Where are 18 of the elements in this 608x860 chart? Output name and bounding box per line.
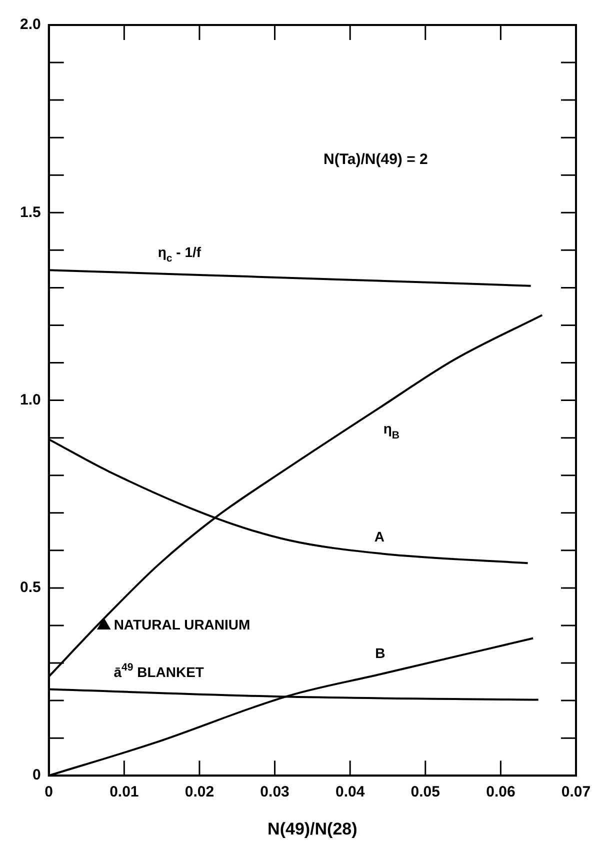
x-tick-label: 0.04 — [335, 784, 366, 801]
y-tick-label: 0 — [32, 766, 41, 784]
x-tick-label: 0 — [44, 784, 54, 801]
y-tick-label: 2.0 — [20, 16, 41, 34]
x-tick-label: 0.06 — [486, 784, 516, 801]
series-label: B — [375, 645, 386, 662]
x-tick-label: 0.07 — [561, 784, 591, 801]
x-tick-label: 0.03 — [260, 784, 290, 801]
x-tick-label: 0.02 — [184, 784, 214, 801]
y-tick-label: 0.5 — [20, 579, 41, 596]
x-tick-label: 0.01 — [110, 784, 139, 801]
series-label: NATURAL URANIUM — [114, 616, 250, 632]
series-label: A — [374, 528, 385, 544]
annotation: N(Ta)/N(49) = 2 — [324, 151, 428, 168]
y-tick-label: 1.0 — [20, 391, 41, 408]
x-tick-label: 0.05 — [410, 784, 440, 801]
x-axis-title: N(49)/N(28) — [268, 819, 358, 838]
y-tick-label: 1.5 — [20, 204, 41, 221]
